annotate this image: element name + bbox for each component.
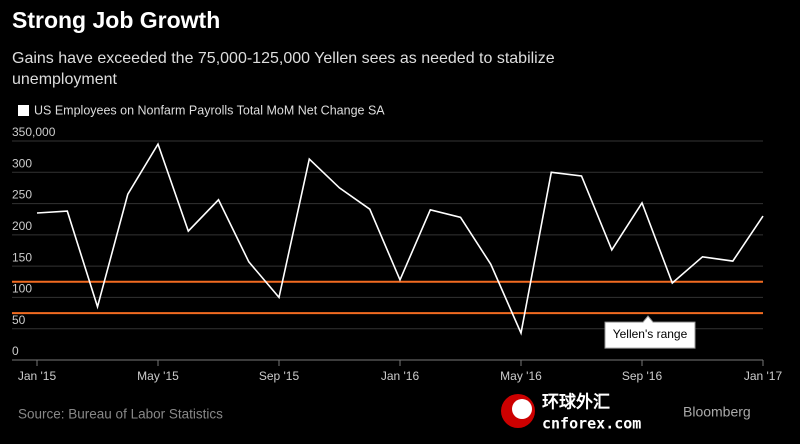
watermark: cnforex.com — [542, 415, 641, 433]
y-tick-label: 250 — [12, 188, 32, 202]
x-tick-label: May '15 — [137, 369, 179, 383]
source: Source: Bureau of Labor Statistics — [18, 407, 223, 422]
y-tick-label: 200 — [12, 219, 32, 233]
x-tick-label: Sep '15 — [259, 369, 300, 383]
y-tick-label: 150 — [12, 250, 32, 264]
chart-title: Strong Job Growth — [12, 7, 220, 33]
y-tick-label: 300 — [12, 156, 32, 170]
chart-subtitle: Gains have exceeded the 75,000-125,000 Y… — [12, 50, 555, 88]
x-tick-label: Jan '15 — [18, 369, 57, 383]
legend-label: US Employees on Nonfarm Payrolls Total M… — [34, 103, 385, 117]
watermark-logo — [512, 399, 532, 419]
x-tick-label: Sep '16 — [622, 369, 663, 383]
x-tick-label: May '16 — [500, 369, 542, 383]
x-tick-label: Jan '17 — [744, 369, 783, 383]
y-tick-label: 350,000 — [12, 125, 56, 139]
y-tick-label: 100 — [12, 282, 32, 296]
x-tick-label: Jan '16 — [381, 369, 420, 383]
series-line — [36, 142, 764, 336]
annotation-text: Yellen's range — [613, 327, 688, 341]
y-tick-label: 50 — [12, 313, 26, 327]
watermark: 环球外汇 — [542, 391, 610, 411]
brand: Bloomberg — [683, 404, 751, 420]
legend-swatch — [18, 105, 29, 116]
y-tick-label: 0 — [12, 344, 19, 358]
annotation-box — [604, 315, 696, 349]
